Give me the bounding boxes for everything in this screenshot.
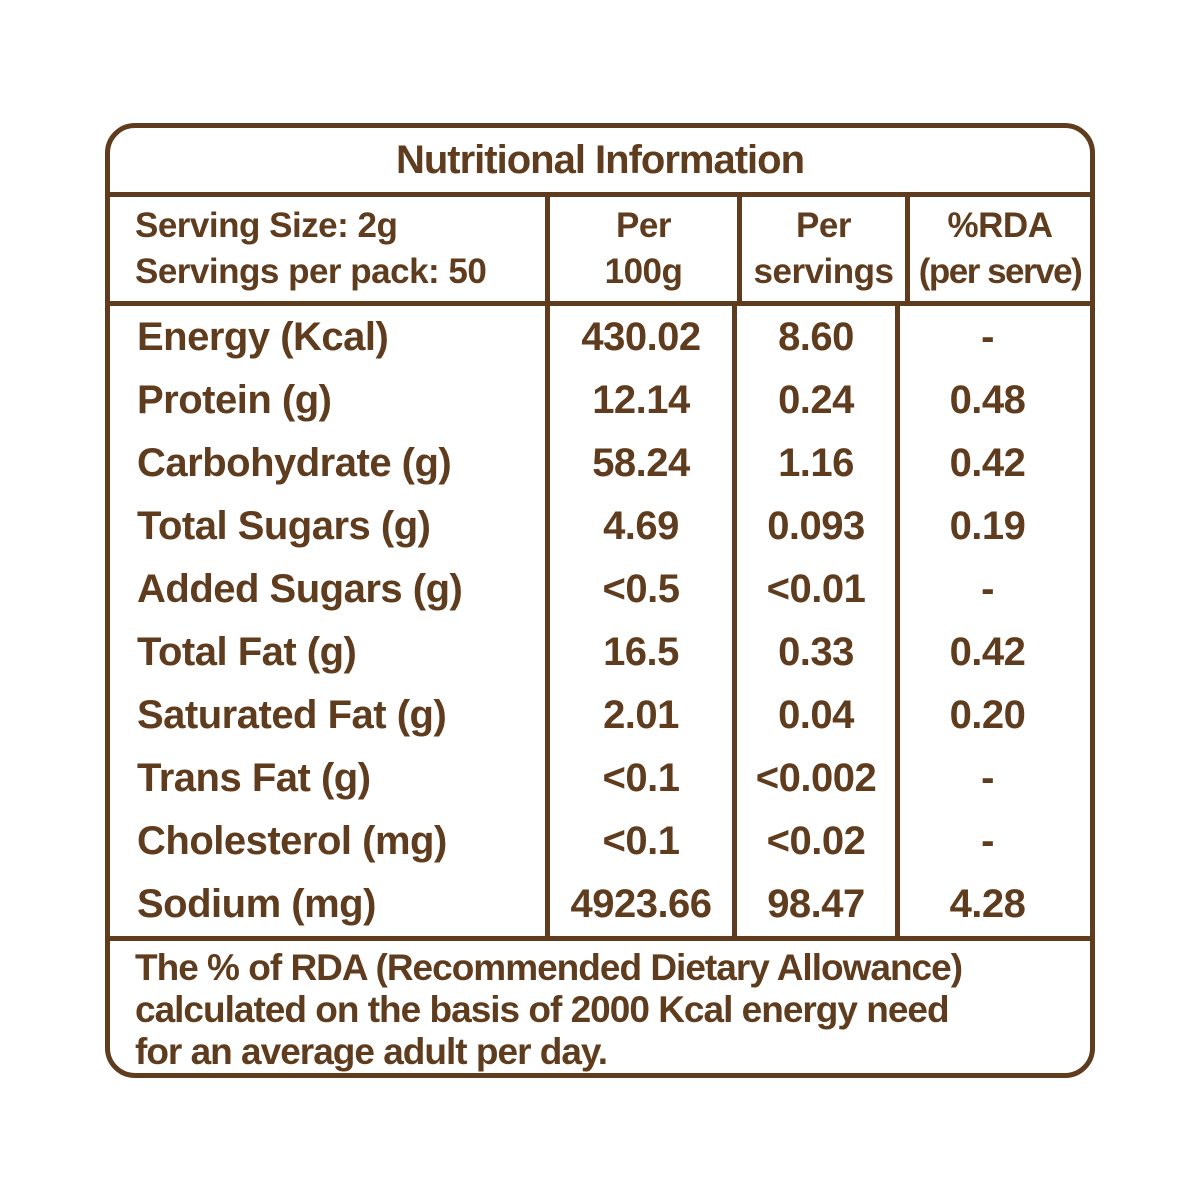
per-servings-value: 0.24	[732, 369, 895, 432]
label-title: Nutritional Information	[110, 128, 1090, 197]
header-per-servings-line2: servings	[753, 252, 894, 291]
header-rda: %RDA (per serve)	[905, 197, 1090, 301]
nutrient-table-body: Energy (Kcal) 430.02 8.60 - Protein (g) …	[110, 306, 1090, 941]
per-100g-value: 12.14	[545, 369, 732, 432]
table-row-protein: Protein (g) 12.14 0.24 0.48	[110, 369, 1090, 432]
rda-value: 4.28	[895, 873, 1075, 936]
per-servings-value: 0.093	[732, 495, 895, 558]
nutrient-label: Cholesterol (mg)	[137, 819, 447, 863]
per-100g-value: 4923.66	[545, 873, 732, 936]
serving-size-text: Serving Size: 2g	[135, 206, 398, 245]
table-row-trans-fat: Trans Fat (g) <0.1 <0.002 -	[110, 747, 1090, 810]
nutrient-label: Protein (g)	[137, 378, 332, 422]
nutrient-label: Carbohydrate (g)	[137, 441, 452, 485]
header-per-100g-line1: Per	[616, 206, 671, 245]
header-per-servings-line1: Per	[796, 206, 851, 245]
per-100g-value: 16.5	[545, 621, 732, 684]
rda-value: 0.19	[895, 495, 1075, 558]
per-servings-value: 0.33	[732, 621, 895, 684]
table-row-added-sugars: Added Sugars (g) <0.5 <0.01 -	[110, 558, 1090, 621]
per-servings-value: <0.01	[732, 558, 895, 621]
per-servings-value: 8.60	[732, 306, 895, 369]
per-servings-value: <0.02	[732, 810, 895, 873]
per-servings-value: 0.04	[732, 684, 895, 747]
nutrient-label: Sodium (mg)	[137, 882, 376, 926]
per-servings-value: <0.002	[732, 747, 895, 810]
header-per-servings: Per servings	[737, 197, 905, 301]
rda-value: 0.42	[895, 432, 1075, 495]
nutrient-label: Total Fat (g)	[137, 630, 357, 674]
per-100g-value: <0.1	[545, 810, 732, 873]
nutrition-label: Nutritional Information Serving Size: 2g…	[105, 123, 1095, 1078]
rda-value: 0.48	[895, 369, 1075, 432]
header-rda-line1: %RDA	[947, 206, 1053, 245]
table-row-carbohydrate: Carbohydrate (g) 58.24 1.16 0.42	[110, 432, 1090, 495]
rda-value: 0.20	[895, 684, 1075, 747]
rda-value: -	[895, 558, 1075, 621]
table-row-total-fat: Total Fat (g) 16.5 0.33 0.42	[110, 621, 1090, 684]
rda-disclaimer-line3: for an average adult per day.	[135, 1031, 608, 1072]
rda-disclaimer-line2: calculated on the basis of 2000 Kcal ene…	[135, 989, 950, 1030]
servings-per-pack-text: Servings per pack: 50	[135, 252, 487, 291]
per-100g-value: <0.1	[545, 747, 732, 810]
nutrient-label: Trans Fat (g)	[137, 756, 371, 800]
header-rda-line2: (per serve)	[918, 252, 1083, 291]
table-row-sodium: Sodium (mg) 4923.66 98.47 4.28	[110, 873, 1090, 936]
nutrient-label: Total Sugars (g)	[137, 504, 431, 548]
rda-value: 0.42	[895, 621, 1075, 684]
nutrient-label: Saturated Fat (g)	[137, 693, 447, 737]
rda-value: -	[895, 747, 1075, 810]
per-100g-value: 4.69	[545, 495, 732, 558]
table-row-saturated-fat: Saturated Fat (g) 2.01 0.04 0.20	[110, 684, 1090, 747]
table-row-cholesterol: Cholesterol (mg) <0.1 <0.02 -	[110, 810, 1090, 873]
table-row-energy: Energy (Kcal) 430.02 8.60 -	[110, 306, 1090, 369]
nutrient-label: Energy (Kcal)	[137, 315, 389, 359]
header-per-100g-line2: 100g	[604, 252, 683, 291]
per-100g-value: <0.5	[545, 558, 732, 621]
per-servings-value: 1.16	[732, 432, 895, 495]
table-header-row: Serving Size: 2g Servings per pack: 50 P…	[110, 197, 1090, 306]
per-100g-value: 2.01	[545, 684, 732, 747]
table-row-total-sugars: Total Sugars (g) 4.69 0.093 0.19	[110, 495, 1090, 558]
per-servings-value: 98.47	[732, 873, 895, 936]
rda-value: -	[895, 306, 1075, 369]
per-100g-value: 430.02	[545, 306, 732, 369]
rda-disclaimer: The % of RDA (Recommended Dietary Allowa…	[110, 941, 1090, 1073]
per-100g-value: 58.24	[545, 432, 732, 495]
rda-value: -	[895, 810, 1075, 873]
nutrient-label: Added Sugars (g)	[137, 567, 463, 611]
header-per-100g: Per 100g	[545, 197, 737, 301]
header-serving-info: Serving Size: 2g Servings per pack: 50	[110, 197, 545, 301]
rda-disclaimer-line1: The % of RDA (Recommended Dietary Allowa…	[135, 947, 963, 988]
